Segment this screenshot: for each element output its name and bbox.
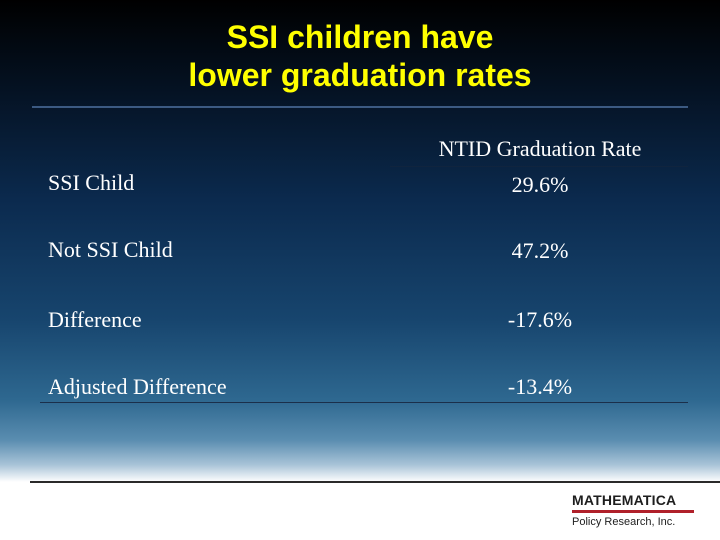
logo-bar <box>572 510 694 513</box>
slide-title: SSI children have lower graduation rates <box>0 18 720 94</box>
column-header-divider <box>390 166 688 167</box>
row-value-difference: -17.6% <box>507 307 573 332</box>
footer-divider <box>30 481 720 483</box>
row-value-not-ssi-child: 47.2% <box>511 238 569 263</box>
logo-name: MATHEMATICA <box>572 492 677 508</box>
title-line-1: SSI children have <box>226 19 494 55</box>
row-label-ssi-child: SSI Child <box>48 170 135 195</box>
row-value-ssi-child: 29.6% <box>511 172 569 197</box>
title-line-2: lower graduation rates <box>188 57 532 93</box>
row-label-adjusted-difference: Adjusted Difference <box>48 374 227 399</box>
table-bottom-divider <box>40 402 688 403</box>
row-label-not-ssi-child: Not SSI Child <box>48 237 173 262</box>
column-header: NTID Graduation Rate <box>438 136 642 161</box>
row-label-difference: Difference <box>48 307 142 332</box>
row-value-adjusted-difference: -13.4% <box>507 374 573 399</box>
logo-tagline: Policy Research, Inc. <box>572 516 676 528</box>
mathematica-logo: MATHEMATICA Policy Research, Inc. <box>572 492 696 529</box>
title-divider <box>32 106 688 108</box>
